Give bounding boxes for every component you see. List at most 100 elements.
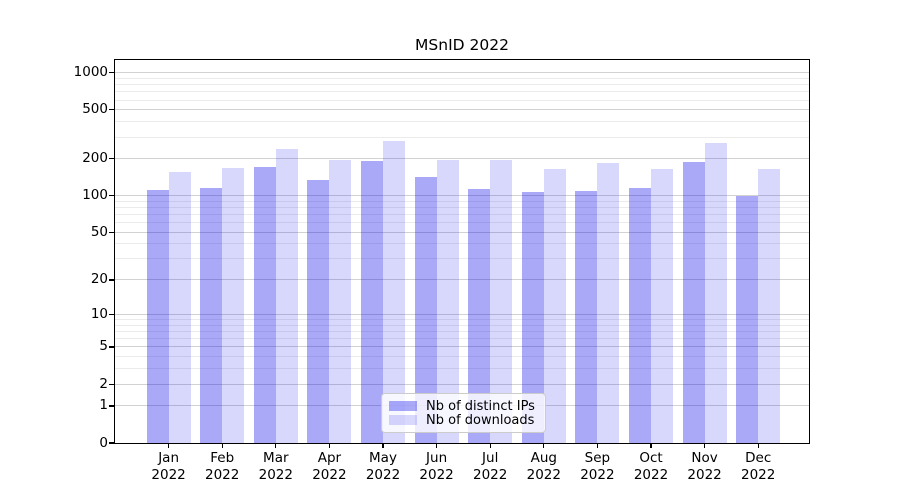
- x-tick-month: Oct: [639, 450, 663, 466]
- major-gridline: [115, 109, 809, 111]
- bar-downloads-nov: [704, 142, 727, 443]
- bar-downloads-jul: [490, 159, 513, 443]
- x-tick-month: Jul: [482, 450, 499, 466]
- major-gridline: [115, 231, 809, 233]
- bar-distinct-ips-apr: [307, 180, 330, 443]
- x-tick-year: 2022: [526, 467, 561, 483]
- x-tick-year: 2022: [687, 467, 722, 483]
- major-gridline: [115, 383, 809, 385]
- bar-downloads-aug: [543, 169, 566, 443]
- x-tick-mark: [221, 444, 223, 448]
- x-tick-label-jan: Jan 2022: [137, 450, 201, 484]
- x-tick-year: 2022: [633, 467, 669, 483]
- x-tick-mark: [757, 444, 759, 448]
- minor-gridline: [115, 356, 809, 358]
- y-tick-label: 500: [82, 101, 108, 118]
- minor-gridline: [115, 91, 809, 93]
- minor-gridline: [115, 99, 809, 101]
- bar-distinct-ips-oct: [629, 188, 651, 443]
- y-tick-label: 20: [90, 271, 108, 288]
- x-tick-mark: [489, 444, 491, 448]
- bar-downloads-may: [383, 141, 405, 443]
- x-tick-year: 2022: [473, 467, 508, 483]
- major-gridline: [115, 313, 809, 315]
- minor-gridline: [115, 206, 809, 208]
- chart-title: MSnID 2022: [415, 36, 509, 54]
- y-tick-mark: [109, 383, 114, 385]
- x-tick-label-jul: Jul 2022: [458, 450, 522, 484]
- x-tick-label-oct: Oct 2022: [619, 450, 683, 484]
- x-tick-year: 2022: [312, 467, 347, 483]
- bar-distinct-ips-jan: [146, 189, 169, 443]
- x-tick-month: Sep: [584, 450, 611, 466]
- bar-downloads-dec: [758, 169, 781, 443]
- major-gridline: [115, 158, 809, 160]
- x-tick-label-nov: Nov 2022: [673, 450, 737, 484]
- x-tick-label-aug: Aug 2022: [512, 450, 576, 484]
- minor-gridline: [115, 77, 809, 79]
- x-tick-label-feb: Feb 2022: [190, 450, 254, 484]
- y-tick-mark: [109, 72, 114, 74]
- y-tick-label: 100: [82, 187, 108, 204]
- minor-gridline: [115, 338, 809, 340]
- x-tick-mark: [382, 444, 384, 448]
- y-tick-mark: [109, 313, 114, 316]
- x-tick-month: Mar: [263, 450, 289, 466]
- y-tick-label: 2: [99, 375, 108, 392]
- bar-distinct-ips-feb: [200, 188, 223, 443]
- x-tick-month: Jun: [426, 450, 448, 466]
- legend-label-downloads: Nb of downloads: [426, 412, 535, 428]
- bar-downloads-oct: [651, 169, 673, 443]
- x-tick-label-jun: Jun 2022: [405, 450, 469, 484]
- x-tick-mark: [275, 444, 277, 448]
- major-gridline: [115, 346, 809, 348]
- x-tick-mark: [596, 444, 599, 448]
- major-gridline: [115, 279, 809, 281]
- x-tick-month: Dec: [745, 450, 772, 466]
- bar-downloads-feb: [222, 168, 245, 443]
- x-tick-mark: [650, 444, 652, 448]
- minor-gridline: [115, 84, 809, 86]
- legend: Nb of distinct IPs Nb of downloads: [381, 393, 546, 433]
- y-tick-label: 0: [99, 434, 108, 451]
- bar-downloads-mar: [275, 149, 298, 443]
- x-tick-year: 2022: [205, 467, 240, 483]
- y-tick-label: 50: [90, 223, 108, 240]
- minor-gridline: [115, 222, 809, 224]
- bar-distinct-ips-jun: [414, 177, 437, 443]
- bar-distinct-ips-may: [361, 160, 383, 443]
- x-tick-year: 2022: [258, 467, 293, 483]
- major-gridline: [115, 195, 809, 197]
- x-tick-mark: [436, 444, 438, 448]
- y-tick-mark: [109, 195, 114, 197]
- x-tick-month: Feb: [210, 450, 235, 466]
- x-tick-year: 2022: [151, 467, 186, 483]
- bar-downloads-apr: [329, 160, 352, 443]
- x-tick-month: Nov: [691, 450, 718, 466]
- x-tick-month: May: [369, 450, 397, 466]
- y-tick-label: 10: [90, 305, 108, 322]
- x-tick-mark: [168, 444, 170, 448]
- plot-area: [114, 59, 810, 444]
- y-tick-mark: [109, 442, 114, 444]
- y-tick-label: 200: [82, 150, 108, 167]
- x-tick-label-apr: Apr 2022: [297, 450, 361, 484]
- y-tick-mark: [109, 346, 114, 348]
- x-tick-mark: [328, 444, 331, 448]
- legend-swatch-downloads: [389, 415, 417, 425]
- x-tick-label-mar: Mar 2022: [244, 450, 308, 484]
- x-tick-year: 2022: [580, 467, 615, 483]
- bar-distinct-ips-sep: [575, 190, 598, 443]
- legend-label-distinct-ips: Nb of distinct IPs: [426, 398, 535, 414]
- y-tick-mark: [109, 158, 114, 160]
- x-tick-mark: [704, 444, 706, 448]
- bar-downloads-jan: [168, 171, 191, 443]
- y-tick-mark: [109, 231, 114, 233]
- bar-distinct-ips-mar: [253, 167, 276, 443]
- y-tick-mark: [109, 279, 114, 281]
- y-tick-mark: [109, 405, 114, 407]
- y-tick-label: 5: [99, 338, 108, 355]
- minor-gridline: [115, 324, 809, 326]
- x-tick-year: 2022: [365, 467, 401, 483]
